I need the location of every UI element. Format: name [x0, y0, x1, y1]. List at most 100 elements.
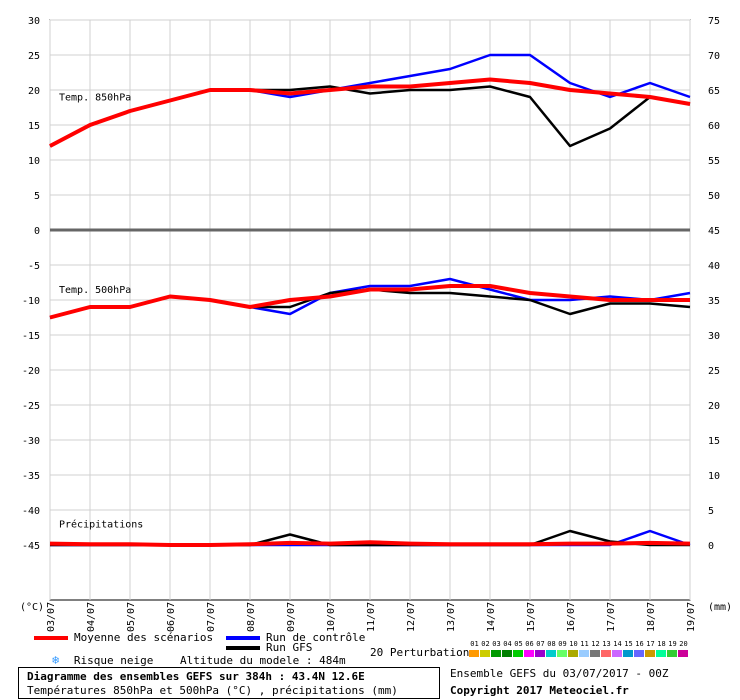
series-line: [49, 284, 690, 320]
x-tick-label: 12/07: [406, 602, 417, 632]
legend-gfs-swatch: [226, 646, 260, 650]
perturbation-color: [656, 650, 666, 657]
perturbation-swatch: 15: [623, 640, 634, 660]
perturbation-color: [612, 650, 622, 657]
perturbation-swatch: 03: [491, 640, 502, 660]
perturbation-number: 08: [547, 640, 556, 648]
y-right-tick-label: 5: [708, 506, 714, 517]
perturbation-swatch: 10: [568, 640, 579, 660]
perturbation-swatch: 16: [634, 640, 645, 660]
x-tick-label: 05/07: [126, 602, 137, 632]
x-tick-label: 15/07: [526, 602, 537, 632]
y-right-tick-label: 10: [708, 471, 720, 482]
chart-title: Diagramme des ensembles GEFS sur 384h : …: [27, 670, 365, 683]
perturbation-number: 14: [613, 640, 622, 648]
y-left-tick-label: -25: [22, 401, 40, 412]
y-left-tick-label: -35: [22, 471, 40, 482]
copyright: Copyright 2017 Meteociel.fr: [450, 684, 629, 697]
perturbation-number: 06: [525, 640, 534, 648]
legend-gfs: Run GFS: [226, 641, 312, 654]
perturbation-color: [678, 650, 688, 657]
perturbation-color: [568, 650, 578, 657]
perturbation-number: 18: [657, 640, 666, 648]
perturbation-number: 04: [503, 640, 512, 648]
legend-mean: Moyenne des scénarios: [34, 631, 213, 644]
perturbation-color: [524, 650, 534, 657]
legend-gfs-label: Run GFS: [266, 641, 313, 654]
perturbation-swatch: 14: [612, 640, 623, 660]
y-left-tick-label: -5: [28, 261, 40, 272]
x-tick-label: 18/07: [646, 602, 657, 632]
perturbation-number: 09: [558, 640, 567, 648]
x-tick-label: 09/07: [286, 602, 297, 632]
x-tick-label: 14/07: [486, 602, 497, 632]
perturbation-number: 05: [514, 640, 523, 648]
y-right-tick-label: 60: [708, 121, 720, 132]
perturbation-number: 19: [668, 640, 677, 648]
perturbation-swatch: 02: [480, 640, 491, 660]
perturbation-color: [557, 650, 567, 657]
perturbation-number: 16: [635, 640, 644, 648]
y-right-tick-label: 25: [708, 366, 720, 377]
x-tick-label: 06/07: [166, 602, 177, 632]
x-tick-label: 08/07: [246, 602, 257, 632]
perturbation-swatch: 08: [546, 640, 557, 660]
legend-control-label: Run de contrôle: [266, 631, 366, 644]
legend-control: Run de contrôle: [226, 631, 365, 644]
perturbation-number: 13: [602, 640, 611, 648]
perturbation-swatches: 01 02 03 04 05 06 07 08 09 10 11 12 13 14 15 16 17 18 19 20: [469, 640, 691, 660]
y-left-tick-label: -30: [22, 436, 40, 447]
y-left-tick-label: -15: [22, 331, 40, 342]
y-left-tick-label: -10: [22, 296, 40, 307]
perturbation-number: 02: [481, 640, 490, 648]
y-left-tick-label: -40: [22, 506, 40, 517]
perturbation-color: [491, 650, 501, 657]
y-right-tick-label: 50: [708, 191, 720, 202]
perturbation-swatch: 12: [590, 640, 601, 660]
perturbation-number: 12: [591, 640, 600, 648]
y-right-tick-label: 30: [708, 331, 720, 342]
y-right-tick-label: 20: [708, 401, 720, 412]
y-left-tick-label: 5: [34, 191, 40, 202]
y-left-tick-label: -20: [22, 366, 40, 377]
perturbation-color: [623, 650, 633, 657]
perturbation-number: 17: [646, 640, 655, 648]
series-group: [49, 53, 691, 547]
y-left-tick-label: 30: [28, 16, 40, 27]
perturbation-number: 10: [569, 640, 578, 648]
perturbation-color: [469, 650, 479, 657]
perturbation-color: [634, 650, 644, 657]
panel-label: Temp. 500hPa: [59, 285, 131, 296]
y-left-tick-label: 10: [28, 156, 40, 167]
snowflake-icon: ❄: [52, 653, 60, 667]
legend-snow: ❄ Risque neige: [52, 653, 153, 667]
x-tick-label: 10/07: [326, 602, 337, 632]
unit-right: (mm): [708, 602, 732, 613]
series-line: [49, 540, 691, 547]
perturbation-color: [601, 650, 611, 657]
perturbation-color: [502, 650, 512, 657]
title-box: Diagramme des ensembles GEFS sur 384h : …: [18, 667, 440, 699]
legend-perturbations: 20 Perturbations: [370, 646, 476, 659]
x-tick-label: 04/07: [86, 602, 97, 632]
altitude-label: Altitude du modele : 484m: [180, 654, 346, 667]
perturbation-number: 20: [679, 640, 688, 648]
x-tick-label: 13/07: [446, 602, 457, 632]
legend-mean-label: Moyenne des scénarios: [74, 631, 214, 644]
perturbation-swatch: 01: [469, 640, 480, 660]
perturbation-number: 07: [536, 640, 545, 648]
unit-left: (°C): [20, 602, 44, 613]
y-right-tick-label: 70: [708, 51, 720, 62]
perturbation-color: [579, 650, 589, 657]
perturbation-swatch: 11: [579, 640, 590, 660]
y-right-tick-label: 15: [708, 436, 720, 447]
perturbation-number: 03: [492, 640, 501, 648]
y-right-tick-label: 35: [708, 296, 720, 307]
y-left-tick-label: -45: [22, 541, 40, 552]
perturbation-number: 15: [624, 640, 633, 648]
y-right-tick-label: 45: [708, 226, 720, 237]
perturbation-swatch: 09: [557, 640, 568, 660]
perturbation-color: [546, 650, 556, 657]
x-tick-label: 16/07: [566, 602, 577, 632]
